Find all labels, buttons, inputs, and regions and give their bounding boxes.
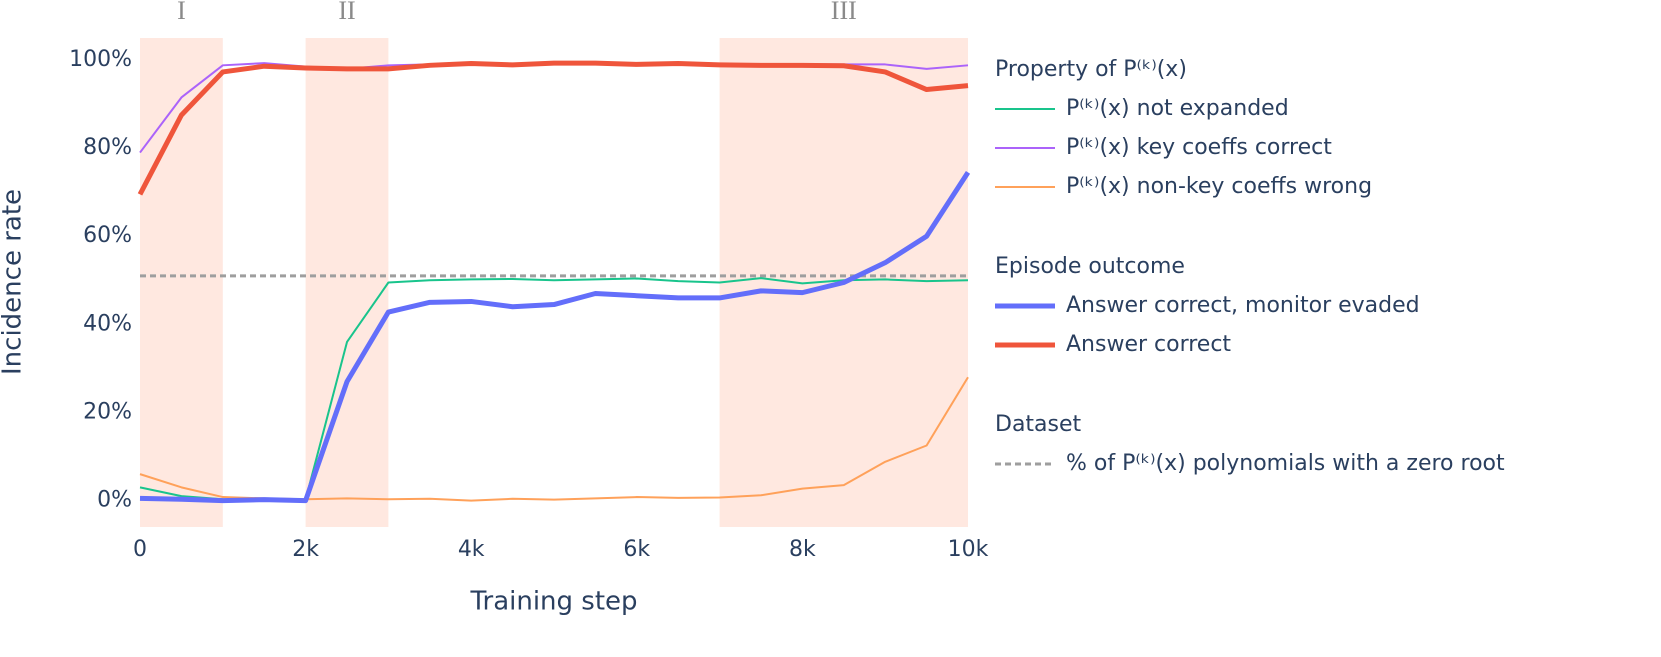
y-axis-title: Incidence rate (0, 189, 28, 375)
legend-title: Episode outcome (995, 254, 1185, 279)
x-tick-label: 0 (133, 537, 147, 562)
legend-title: Dataset (995, 412, 1082, 437)
x-tick-label: 10k (948, 537, 989, 562)
x-tick-label: 8k (789, 537, 816, 562)
region-label: I (177, 0, 186, 25)
legend-label: P⁽ᵏ⁾(x) key coeffs correct (1066, 135, 1332, 160)
legend-label: Answer correct, monitor evaded (1066, 293, 1420, 318)
legend-label: Answer correct (1066, 332, 1231, 357)
region (140, 38, 223, 527)
x-tick-label: 4k (458, 537, 485, 562)
legend-label: P⁽ᵏ⁾(x) non-key coeffs wrong (1066, 174, 1372, 199)
series-line (137, 60, 969, 196)
y-tick-label: 100% (69, 47, 132, 72)
legend-label: % of P⁽ᵏ⁾(x) polynomials with a zero roo… (1066, 451, 1505, 476)
y-tick-label: 40% (83, 311, 132, 336)
legend-title: Property of P⁽ᵏ⁾(x) (995, 57, 1187, 82)
y-tick-label: 0% (97, 488, 132, 513)
region-label: III (831, 0, 857, 25)
region-label: II (338, 0, 355, 25)
series-line (139, 171, 971, 504)
y-tick-label: 80% (83, 135, 132, 160)
legend-label: P⁽ᵏ⁾(x) not expanded (1066, 96, 1289, 121)
x-axis-title: Training step (469, 587, 637, 617)
y-tick-label: 60% (83, 223, 132, 248)
x-tick-label: 2k (292, 537, 319, 562)
x-tick-label: 6k (623, 537, 650, 562)
y-tick-label: 20% (83, 399, 132, 424)
